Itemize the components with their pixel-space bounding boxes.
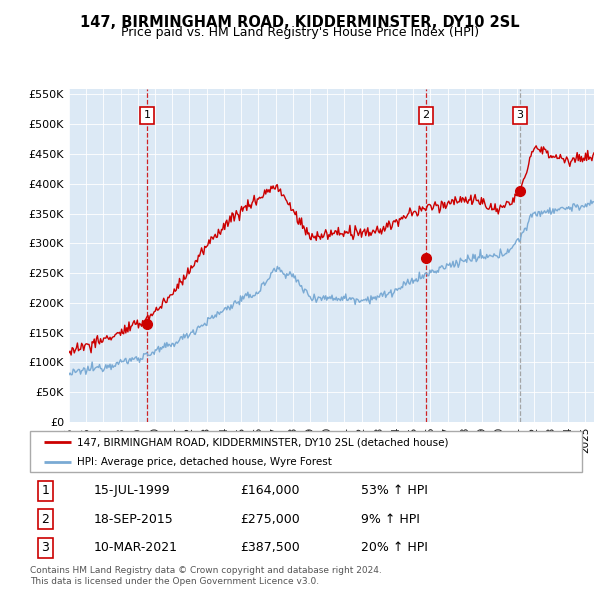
Text: 147, BIRMINGHAM ROAD, KIDDERMINSTER, DY10 2SL: 147, BIRMINGHAM ROAD, KIDDERMINSTER, DY1… — [80, 15, 520, 30]
Text: 10-MAR-2021: 10-MAR-2021 — [94, 541, 178, 554]
FancyBboxPatch shape — [30, 431, 582, 472]
Text: £387,500: £387,500 — [240, 541, 299, 554]
Text: 15-JUL-1999: 15-JUL-1999 — [94, 484, 170, 497]
Text: HPI: Average price, detached house, Wyre Forest: HPI: Average price, detached house, Wyre… — [77, 457, 332, 467]
Text: £164,000: £164,000 — [240, 484, 299, 497]
Text: 2: 2 — [41, 513, 49, 526]
Text: 147, BIRMINGHAM ROAD, KIDDERMINSTER, DY10 2SL (detached house): 147, BIRMINGHAM ROAD, KIDDERMINSTER, DY1… — [77, 437, 448, 447]
Text: 18-SEP-2015: 18-SEP-2015 — [94, 513, 173, 526]
Text: 1: 1 — [41, 484, 49, 497]
Text: 3: 3 — [517, 110, 523, 120]
Text: 1: 1 — [143, 110, 151, 120]
Text: 2: 2 — [422, 110, 429, 120]
Text: 9% ↑ HPI: 9% ↑ HPI — [361, 513, 420, 526]
Text: 20% ↑ HPI: 20% ↑ HPI — [361, 541, 428, 554]
Text: Contains HM Land Registry data © Crown copyright and database right 2024.
This d: Contains HM Land Registry data © Crown c… — [30, 566, 382, 586]
Text: 3: 3 — [41, 541, 49, 554]
Text: 53% ↑ HPI: 53% ↑ HPI — [361, 484, 428, 497]
Text: £275,000: £275,000 — [240, 513, 299, 526]
Text: Price paid vs. HM Land Registry's House Price Index (HPI): Price paid vs. HM Land Registry's House … — [121, 26, 479, 39]
